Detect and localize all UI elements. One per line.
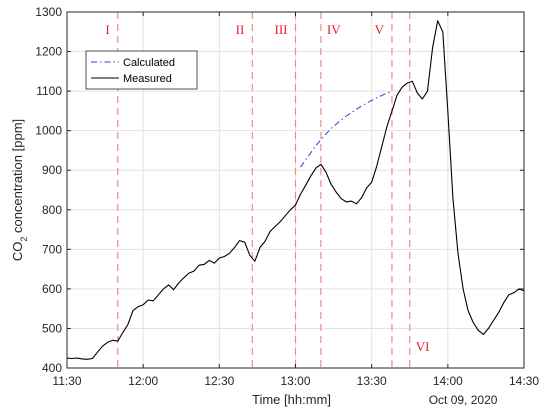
phase-label-iv: IV bbox=[327, 22, 341, 37]
y-tick-label: 1200 bbox=[35, 45, 62, 59]
series-line-calculated bbox=[300, 90, 393, 168]
phase-label-v: V bbox=[375, 22, 385, 37]
y-tick-label: 1300 bbox=[35, 5, 62, 19]
phase-labels: I II III IV VVI bbox=[105, 22, 429, 354]
x-tick-label: 13:00 bbox=[280, 374, 310, 388]
phase-label-i: I bbox=[105, 22, 109, 37]
y-tick-label: 600 bbox=[42, 282, 62, 296]
phase-label-ii: II bbox=[236, 22, 245, 37]
x-tick-label: 14:00 bbox=[433, 374, 463, 388]
tick-labels: 11:30 12:00 12:30 13:00 13:30 14:00 14:30 400 50… bbox=[35, 5, 539, 388]
y-tick-label: 800 bbox=[42, 203, 62, 217]
x-axis-label: Time [hh:mm] bbox=[252, 392, 331, 407]
phase-label-vi: VI bbox=[416, 339, 430, 354]
series-layer bbox=[66, 20, 525, 360]
axis-ticks bbox=[66, 11, 525, 369]
y-axis-label-rest: concentration [ppm] bbox=[10, 119, 25, 237]
series-line-measured bbox=[66, 20, 525, 360]
date-label: Oct 09, 2020 bbox=[429, 393, 498, 407]
phase-label-iii: III bbox=[275, 22, 288, 37]
legend-entry-calculated: Calculated bbox=[123, 57, 175, 69]
y-tick-label: 700 bbox=[42, 242, 62, 256]
legend-entry-measured: Measured bbox=[123, 73, 172, 85]
y-tick-label: 900 bbox=[42, 163, 62, 177]
x-tick-label: 12:00 bbox=[128, 374, 158, 388]
y-tick-label: 1000 bbox=[35, 124, 62, 138]
x-tick-label: 13:30 bbox=[357, 374, 387, 388]
x-tick-label: 11:30 bbox=[52, 374, 81, 388]
y-tick-label: 1100 bbox=[36, 84, 62, 98]
x-tick-label: 14:30 bbox=[509, 374, 539, 388]
y-axis-label-sub: 2 bbox=[19, 237, 29, 242]
y-axis-label-main: CO bbox=[10, 242, 25, 262]
legend-box bbox=[85, 50, 198, 90]
y-axis-label: CO2 concentration [ppm] bbox=[10, 119, 29, 261]
y-tick-label: 400 bbox=[42, 361, 62, 375]
x-tick-label: 12:30 bbox=[204, 374, 234, 388]
y-tick-label: 500 bbox=[42, 321, 62, 335]
legend: Calculated Measured bbox=[85, 50, 198, 90]
